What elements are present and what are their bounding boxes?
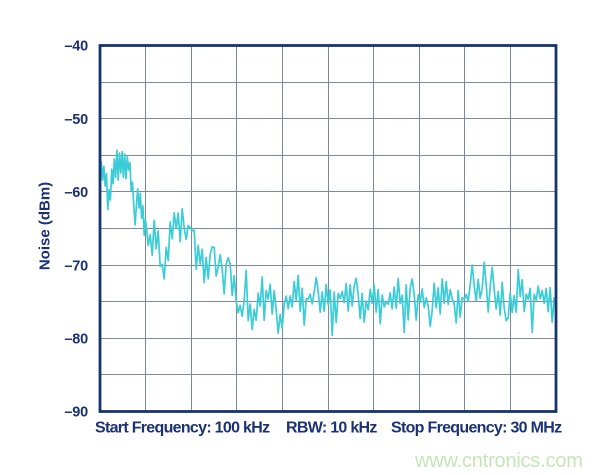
svg-text:–80: –80 [64, 332, 88, 348]
svg-text:–90: –90 [64, 405, 88, 421]
svg-text:Stop Frequency: 30 MHz: Stop Frequency: 30 MHz [391, 420, 562, 437]
svg-text:–60: –60 [64, 185, 88, 201]
svg-text:Noise (dBm): Noise (dBm) [37, 182, 54, 270]
svg-text:www.cntronics.com: www.cntronics.com [414, 450, 583, 472]
svg-text:Start Frequency: 100 kHz: Start Frequency: 100 kHz [95, 420, 270, 437]
svg-text:–70: –70 [64, 258, 88, 274]
svg-text:RBW: 10 kHz: RBW: 10 kHz [286, 420, 377, 437]
svg-text:–40: –40 [64, 39, 88, 55]
svg-text:–50: –50 [64, 112, 88, 128]
